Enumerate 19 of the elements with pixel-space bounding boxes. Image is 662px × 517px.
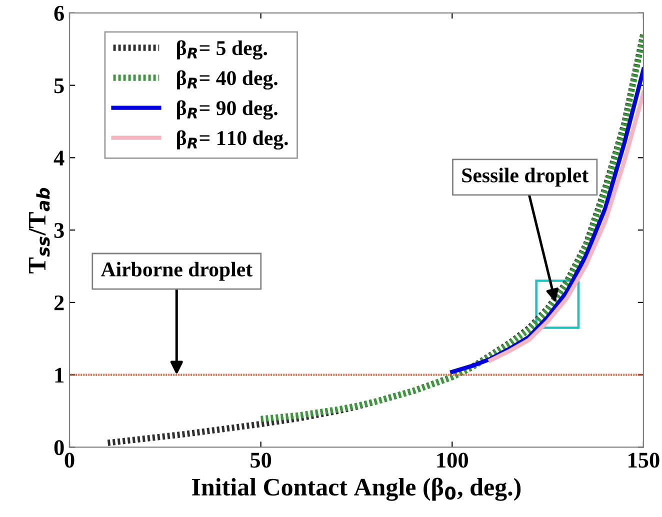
y-tick-label: 4	[54, 150, 64, 166]
y-axis-title: T$_{ss}$/T$_{ab}$	[28, 188, 50, 274]
x-axis-title: Initial Contact Angle (β$_{0}$, deg.)	[192, 478, 521, 501]
annotation: Sessile droplet	[462, 168, 589, 187]
x-tick-label: 0	[64, 452, 74, 468]
y-tick-label: 1	[55, 368, 64, 383]
y-tick-label: 3	[54, 223, 64, 238]
x-tick-label: 150	[628, 452, 660, 468]
legend-label: β$_{R}$= 110 deg.	[176, 130, 288, 150]
legend-label: β$_{R}$= 90 deg.	[176, 100, 278, 120]
y-tick-label: 2	[54, 295, 64, 310]
annotation: Airborne droplet	[100, 262, 252, 281]
y-tick-label: 5	[54, 78, 64, 94]
x-tick-label: 50	[250, 452, 272, 468]
legend-label: β$_{R}$= 5 deg.	[176, 40, 268, 60]
legend-label: β$_{R}$= 40 deg.	[176, 70, 278, 90]
y-tick-label: 6	[54, 6, 64, 21]
y-tick-label: 0	[54, 440, 64, 456]
x-tick-label: 100	[437, 452, 468, 468]
